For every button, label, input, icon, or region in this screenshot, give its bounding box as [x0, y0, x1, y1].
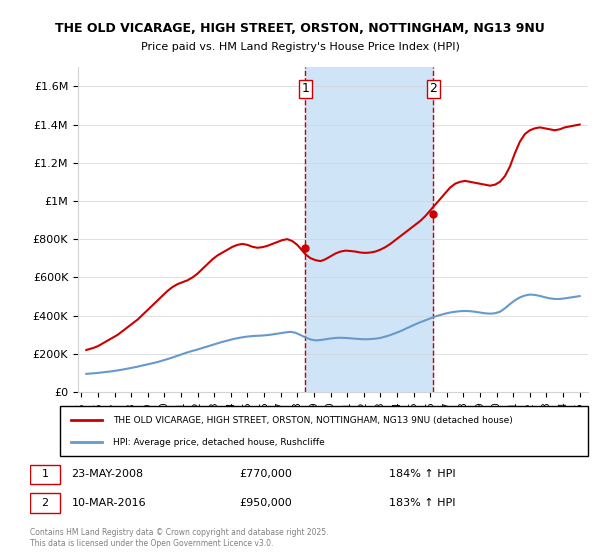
- Text: 1: 1: [301, 82, 309, 96]
- Text: £950,000: £950,000: [240, 498, 293, 508]
- Text: THE OLD VICARAGE, HIGH STREET, ORSTON, NOTTINGHAM, NG13 9NU: THE OLD VICARAGE, HIGH STREET, ORSTON, N…: [55, 22, 545, 35]
- FancyBboxPatch shape: [30, 465, 61, 484]
- Text: 2: 2: [41, 498, 49, 508]
- Text: Price paid vs. HM Land Registry's House Price Index (HPI): Price paid vs. HM Land Registry's House …: [140, 42, 460, 52]
- FancyBboxPatch shape: [30, 493, 61, 513]
- Bar: [305, 67, 433, 392]
- Text: £770,000: £770,000: [240, 469, 293, 479]
- Text: 2: 2: [430, 82, 437, 96]
- FancyBboxPatch shape: [60, 406, 588, 456]
- Text: THE OLD VICARAGE, HIGH STREET, ORSTON, NOTTINGHAM, NG13 9NU (detached house): THE OLD VICARAGE, HIGH STREET, ORSTON, N…: [113, 416, 512, 424]
- Text: HPI: Average price, detached house, Rushcliffe: HPI: Average price, detached house, Rush…: [113, 438, 325, 447]
- Text: 183% ↑ HPI: 183% ↑ HPI: [389, 498, 455, 508]
- Text: 1: 1: [41, 469, 49, 479]
- Text: 10-MAR-2016: 10-MAR-2016: [71, 498, 146, 508]
- Text: 184% ↑ HPI: 184% ↑ HPI: [389, 469, 455, 479]
- Text: Contains HM Land Registry data © Crown copyright and database right 2025.
This d: Contains HM Land Registry data © Crown c…: [30, 528, 329, 548]
- Text: 23-MAY-2008: 23-MAY-2008: [71, 469, 143, 479]
